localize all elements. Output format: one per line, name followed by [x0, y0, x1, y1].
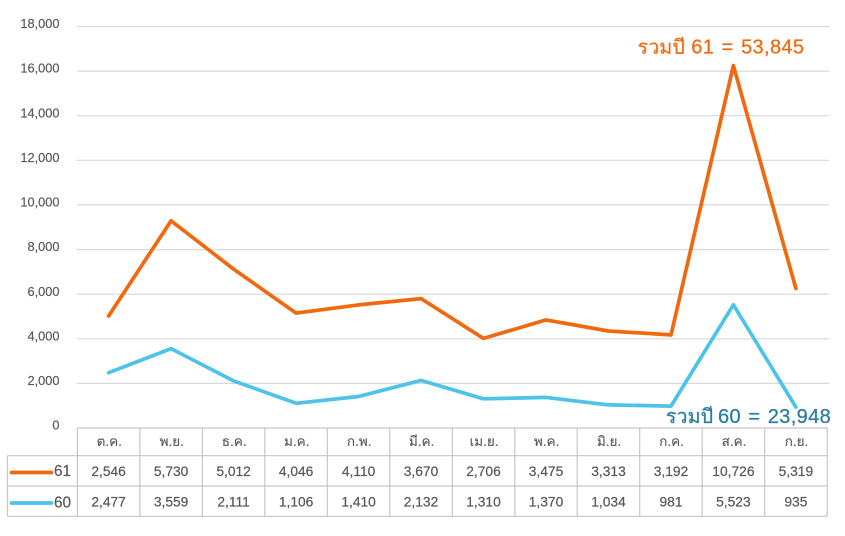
svg-text:1,310: 1,310	[466, 495, 501, 510]
svg-text:60 = 23,948: 60 = 23,948	[718, 406, 831, 428]
svg-text:2,000: 2,000	[27, 373, 59, 388]
svg-text:4,110: 4,110	[342, 464, 376, 479]
svg-text:5,319: 5,319	[779, 464, 814, 479]
svg-text:3,192: 3,192	[654, 464, 689, 479]
svg-text:1,106: 1,106	[279, 495, 314, 510]
svg-text:935: 935	[784, 495, 807, 510]
svg-text:1,034: 1,034	[591, 495, 626, 510]
svg-text:18,000: 18,000	[20, 16, 59, 31]
svg-text:12,000: 12,000	[20, 150, 59, 165]
svg-text:10,726: 10,726	[712, 464, 755, 479]
svg-text:2,706: 2,706	[466, 464, 501, 479]
svg-text:1,370: 1,370	[529, 495, 564, 510]
svg-text:2,111: 2,111	[217, 495, 249, 510]
svg-text:3,559: 3,559	[154, 495, 189, 510]
svg-text:2,546: 2,546	[91, 464, 126, 479]
svg-text:61 = 53,845: 61 = 53,845	[691, 37, 804, 59]
svg-text:4,000: 4,000	[27, 328, 59, 343]
svg-text:60: 60	[54, 495, 71, 512]
svg-text:1,410: 1,410	[341, 495, 376, 510]
svg-text:3,313: 3,313	[591, 464, 626, 479]
svg-text:3,670: 3,670	[404, 464, 439, 479]
svg-text:3,475: 3,475	[529, 464, 564, 479]
svg-text:6,000: 6,000	[27, 284, 59, 299]
svg-text:5,523: 5,523	[716, 495, 751, 510]
svg-text:5,012: 5,012	[216, 464, 251, 479]
svg-text:4,046: 4,046	[279, 464, 314, 479]
svg-text:8,000: 8,000	[27, 239, 59, 254]
svg-text:14,000: 14,000	[20, 105, 59, 120]
svg-text:2,477: 2,477	[91, 495, 126, 510]
svg-text:2,132: 2,132	[404, 495, 439, 510]
svg-text:61: 61	[54, 463, 71, 480]
svg-text:5,730: 5,730	[154, 464, 189, 479]
svg-text:16,000: 16,000	[20, 61, 59, 76]
svg-text:10,000: 10,000	[20, 195, 59, 210]
svg-text:0: 0	[52, 418, 59, 433]
svg-text:981: 981	[659, 495, 682, 510]
